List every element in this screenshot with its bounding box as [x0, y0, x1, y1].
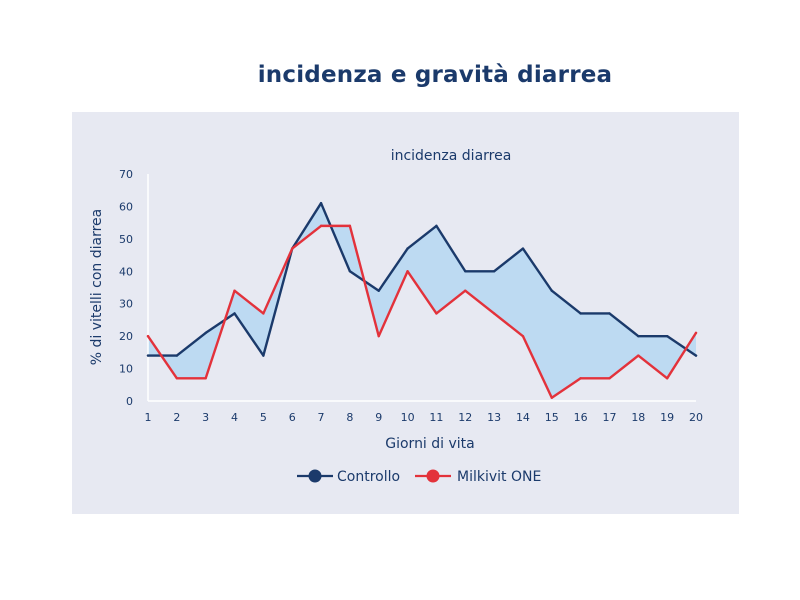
data-point-milkivit-one — [348, 224, 352, 228]
series-layer — [146, 201, 698, 399]
data-point-milkivit-one — [464, 289, 467, 292]
data-point-controllo — [406, 247, 409, 250]
y-tick-labels: 0 10 20 30 40 50 60 70 — [119, 168, 133, 408]
y-tick-label: 60 — [119, 200, 133, 213]
legend-marker-milkivit-one — [426, 469, 440, 483]
data-point-milkivit-one — [579, 377, 582, 380]
legend-label-controllo: Controllo — [337, 469, 400, 485]
x-tick-label: 10 — [401, 411, 415, 424]
x-tick-label: 8 — [346, 411, 353, 424]
data-point-controllo — [550, 289, 553, 292]
x-tick-label: 18 — [631, 411, 645, 424]
data-point-controllo — [637, 334, 640, 338]
legend-item-milkivit-one: Milkivit ONE — [415, 469, 541, 485]
chart-panel — [72, 112, 739, 514]
legend-marker-controllo — [308, 469, 322, 483]
y-axis-title: % di vitelli con diarrea — [89, 209, 105, 365]
data-point-milkivit-one — [146, 334, 150, 338]
x-tick-label: 6 — [289, 411, 296, 424]
data-point-controllo — [521, 247, 525, 250]
data-point-controllo — [665, 334, 669, 338]
legend: Controllo Milkivit ONE — [297, 469, 541, 485]
data-point-milkivit-one — [521, 334, 525, 338]
x-tick-label: 2 — [173, 411, 180, 424]
data-point-milkivit-one — [262, 312, 265, 315]
x-tick-label: 4 — [231, 411, 238, 424]
x-tick-label: 5 — [260, 411, 267, 424]
x-tick-label: 7 — [318, 411, 325, 424]
y-tick-label: 50 — [119, 233, 133, 246]
shaded-area-layer — [148, 203, 696, 398]
data-point-milkivit-one — [694, 331, 698, 335]
data-point-milkivit-one — [665, 377, 669, 380]
x-tick-label: 1 — [145, 411, 152, 424]
data-point-milkivit-one — [319, 224, 323, 228]
y-tick-label: 10 — [119, 363, 133, 376]
data-point-milkivit-one — [291, 247, 294, 250]
data-point-controllo — [608, 312, 611, 315]
x-tick-label: 11 — [429, 411, 443, 424]
x-tick-label: 16 — [574, 411, 588, 424]
x-tick-label: 15 — [545, 411, 559, 424]
y-tick-label: 30 — [119, 298, 133, 311]
data-point-controllo — [319, 201, 323, 205]
y-tick-label: 40 — [119, 265, 133, 278]
data-point-controllo — [175, 354, 179, 357]
y-tick-label: 70 — [119, 168, 133, 181]
data-point-controllo — [377, 289, 380, 292]
data-point-milkivit-one — [204, 377, 207, 380]
data-point-controllo — [694, 354, 698, 357]
x-tick-label: 3 — [202, 411, 209, 424]
data-point-milkivit-one — [608, 377, 611, 380]
x-tick-label: 17 — [602, 411, 616, 424]
data-point-controllo — [262, 354, 265, 357]
data-point-controllo — [348, 270, 352, 273]
legend-item-controllo: Controllo — [297, 469, 400, 485]
data-point-controllo — [579, 312, 582, 315]
data-point-milkivit-one — [406, 270, 409, 273]
x-tick-label: 9 — [375, 411, 382, 424]
x-axis-title: Giorni di vita — [385, 436, 475, 452]
y-tick-label: 0 — [126, 395, 133, 408]
data-point-milkivit-one — [175, 377, 179, 380]
data-point-milkivit-one — [233, 289, 236, 292]
data-point-milkivit-one — [550, 396, 553, 399]
data-point-controllo — [435, 224, 438, 228]
data-point-controllo — [204, 331, 207, 335]
y-tick-label: 20 — [119, 330, 133, 343]
chart-title: incidenza diarrea — [391, 148, 512, 164]
x-tick-label: 13 — [487, 411, 501, 424]
legend-label-milkivit-one: Milkivit ONE — [457, 469, 541, 485]
x-tick-label: 20 — [689, 411, 703, 424]
difference-area — [148, 203, 696, 398]
data-point-milkivit-one — [492, 312, 496, 315]
data-point-milkivit-one — [637, 354, 640, 357]
series-line-controllo — [146, 201, 698, 357]
page-title: incidenza e gravità diarrea — [257, 62, 613, 88]
data-point-controllo — [146, 354, 150, 357]
series-line-milkivit-one — [146, 224, 698, 399]
data-point-controllo — [492, 270, 496, 273]
data-point-milkivit-one — [435, 312, 438, 315]
data-point-milkivit-one — [377, 334, 380, 338]
x-tick-label: 19 — [660, 411, 674, 424]
x-tick-labels: 1 2 3 4 5 6 7 8 9 10 11 12 13 14 15 16 17 18 19 20 — [145, 411, 704, 424]
data-point-controllo — [233, 312, 236, 315]
x-tick-label: 14 — [516, 411, 530, 424]
data-point-controllo — [464, 270, 467, 273]
x-tick-label: 12 — [458, 411, 472, 424]
